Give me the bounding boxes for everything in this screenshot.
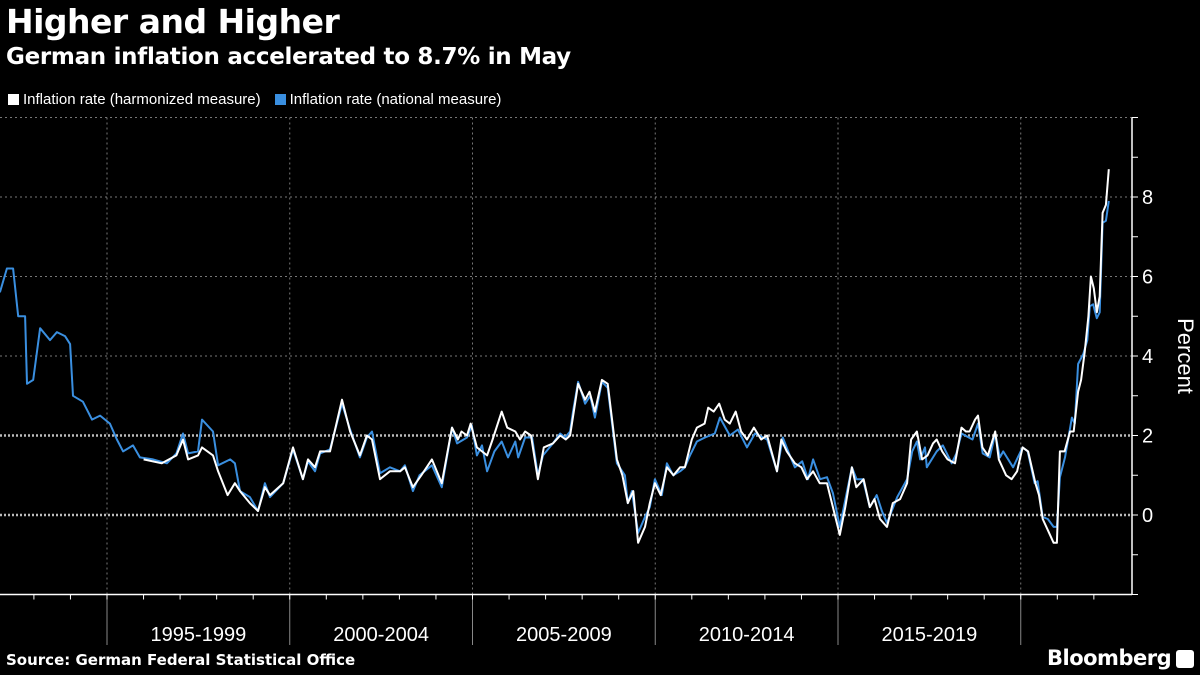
- x-tick-label: 2010-2014: [699, 624, 795, 646]
- legend-label-national: Inflation rate (national measure): [289, 91, 502, 108]
- y-axis-label: Percent: [1173, 318, 1198, 394]
- legend-item-national: Inflation rate (national measure): [274, 91, 502, 108]
- legend: Inflation rate (harmonized measure) Infl…: [8, 91, 501, 108]
- series-line-national: [0, 200, 1110, 534]
- chart-subtitle: German inflation accelerated to 8.7% in …: [6, 44, 571, 70]
- source-note: Source: German Federal Statistical Offic…: [6, 651, 356, 669]
- x-tick-label: 2000-2004: [333, 624, 429, 646]
- y-tick-label: 6: [1142, 267, 1153, 289]
- x-tick-label: 2005-2009: [516, 624, 612, 646]
- bloomberg-chart-icon: [1176, 650, 1194, 668]
- chart-title: Higher and Higher: [6, 2, 340, 41]
- y-tick-label: 4: [1142, 346, 1153, 368]
- bloomberg-logo: Bloomberg: [1047, 646, 1172, 670]
- y-tick-label: 0: [1142, 505, 1153, 527]
- y-tick-label: 8: [1142, 187, 1153, 209]
- legend-swatch-national: [274, 94, 286, 105]
- x-tick-label: 2015-2019: [882, 624, 978, 646]
- legend-swatch-harmonized: [8, 94, 19, 105]
- series-line-harmonized: [143, 169, 1110, 544]
- y-tick-label: 2: [1142, 426, 1153, 448]
- x-tick-label: 1995-1999: [151, 624, 247, 646]
- legend-label-harmonized: Inflation rate (harmonized measure): [23, 91, 261, 108]
- legend-item-harmonized: Inflation rate (harmonized measure): [8, 91, 261, 108]
